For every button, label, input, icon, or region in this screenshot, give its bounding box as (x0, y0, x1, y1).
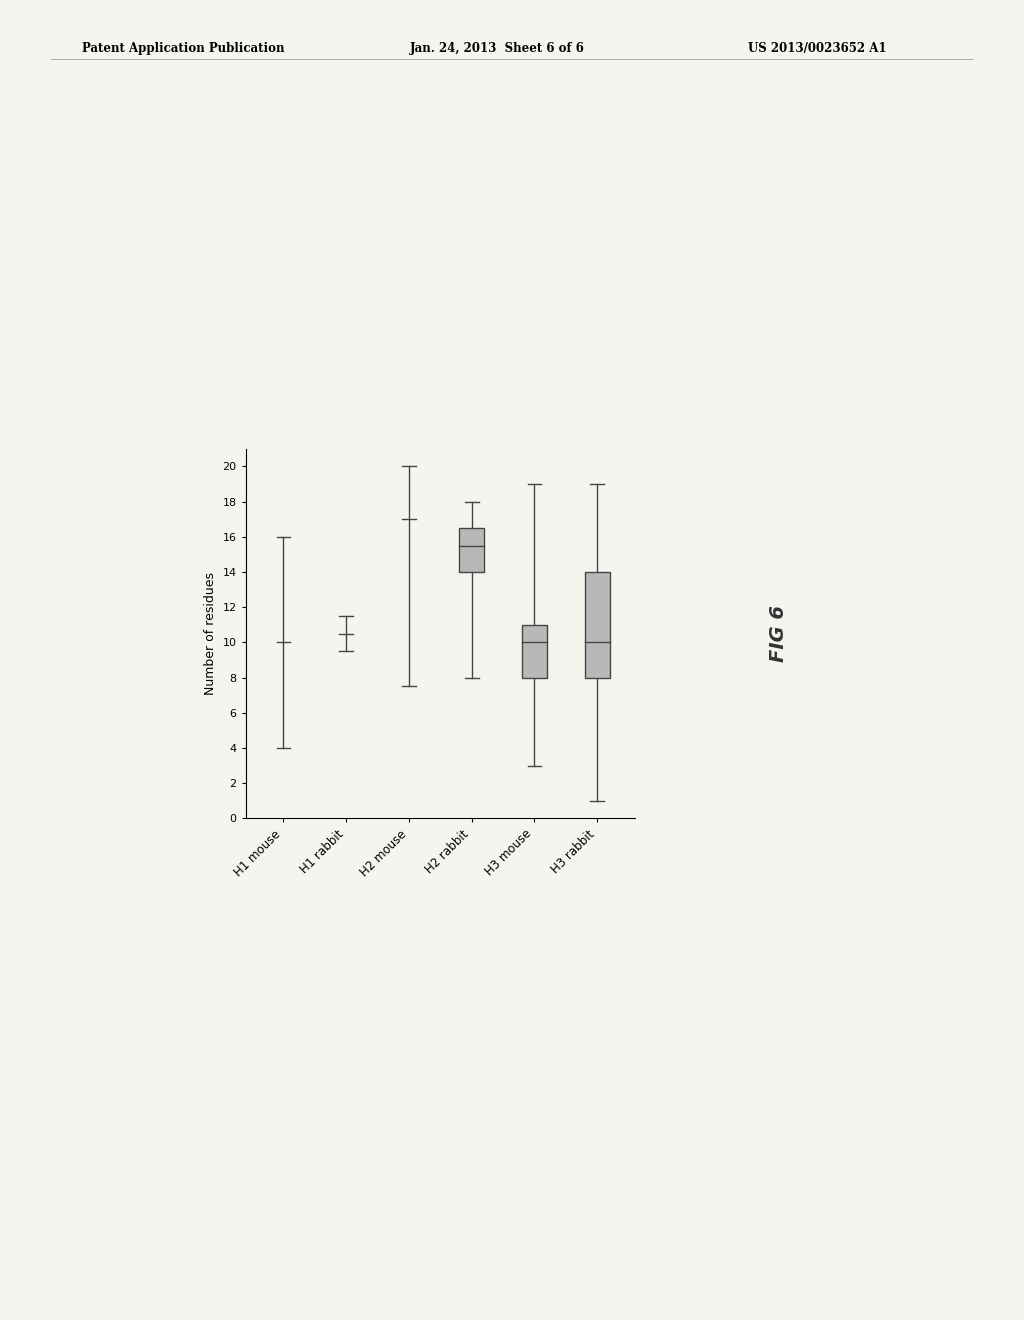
Text: FIG 6: FIG 6 (769, 605, 787, 663)
Text: Jan. 24, 2013  Sheet 6 of 6: Jan. 24, 2013 Sheet 6 of 6 (410, 42, 585, 55)
Bar (585, 572, 609, 677)
Bar (459, 528, 484, 572)
Y-axis label: Number of residues: Number of residues (204, 572, 217, 696)
Text: Patent Application Publication: Patent Application Publication (82, 42, 285, 55)
Text: US 2013/0023652 A1: US 2013/0023652 A1 (748, 42, 886, 55)
Bar (522, 624, 547, 677)
